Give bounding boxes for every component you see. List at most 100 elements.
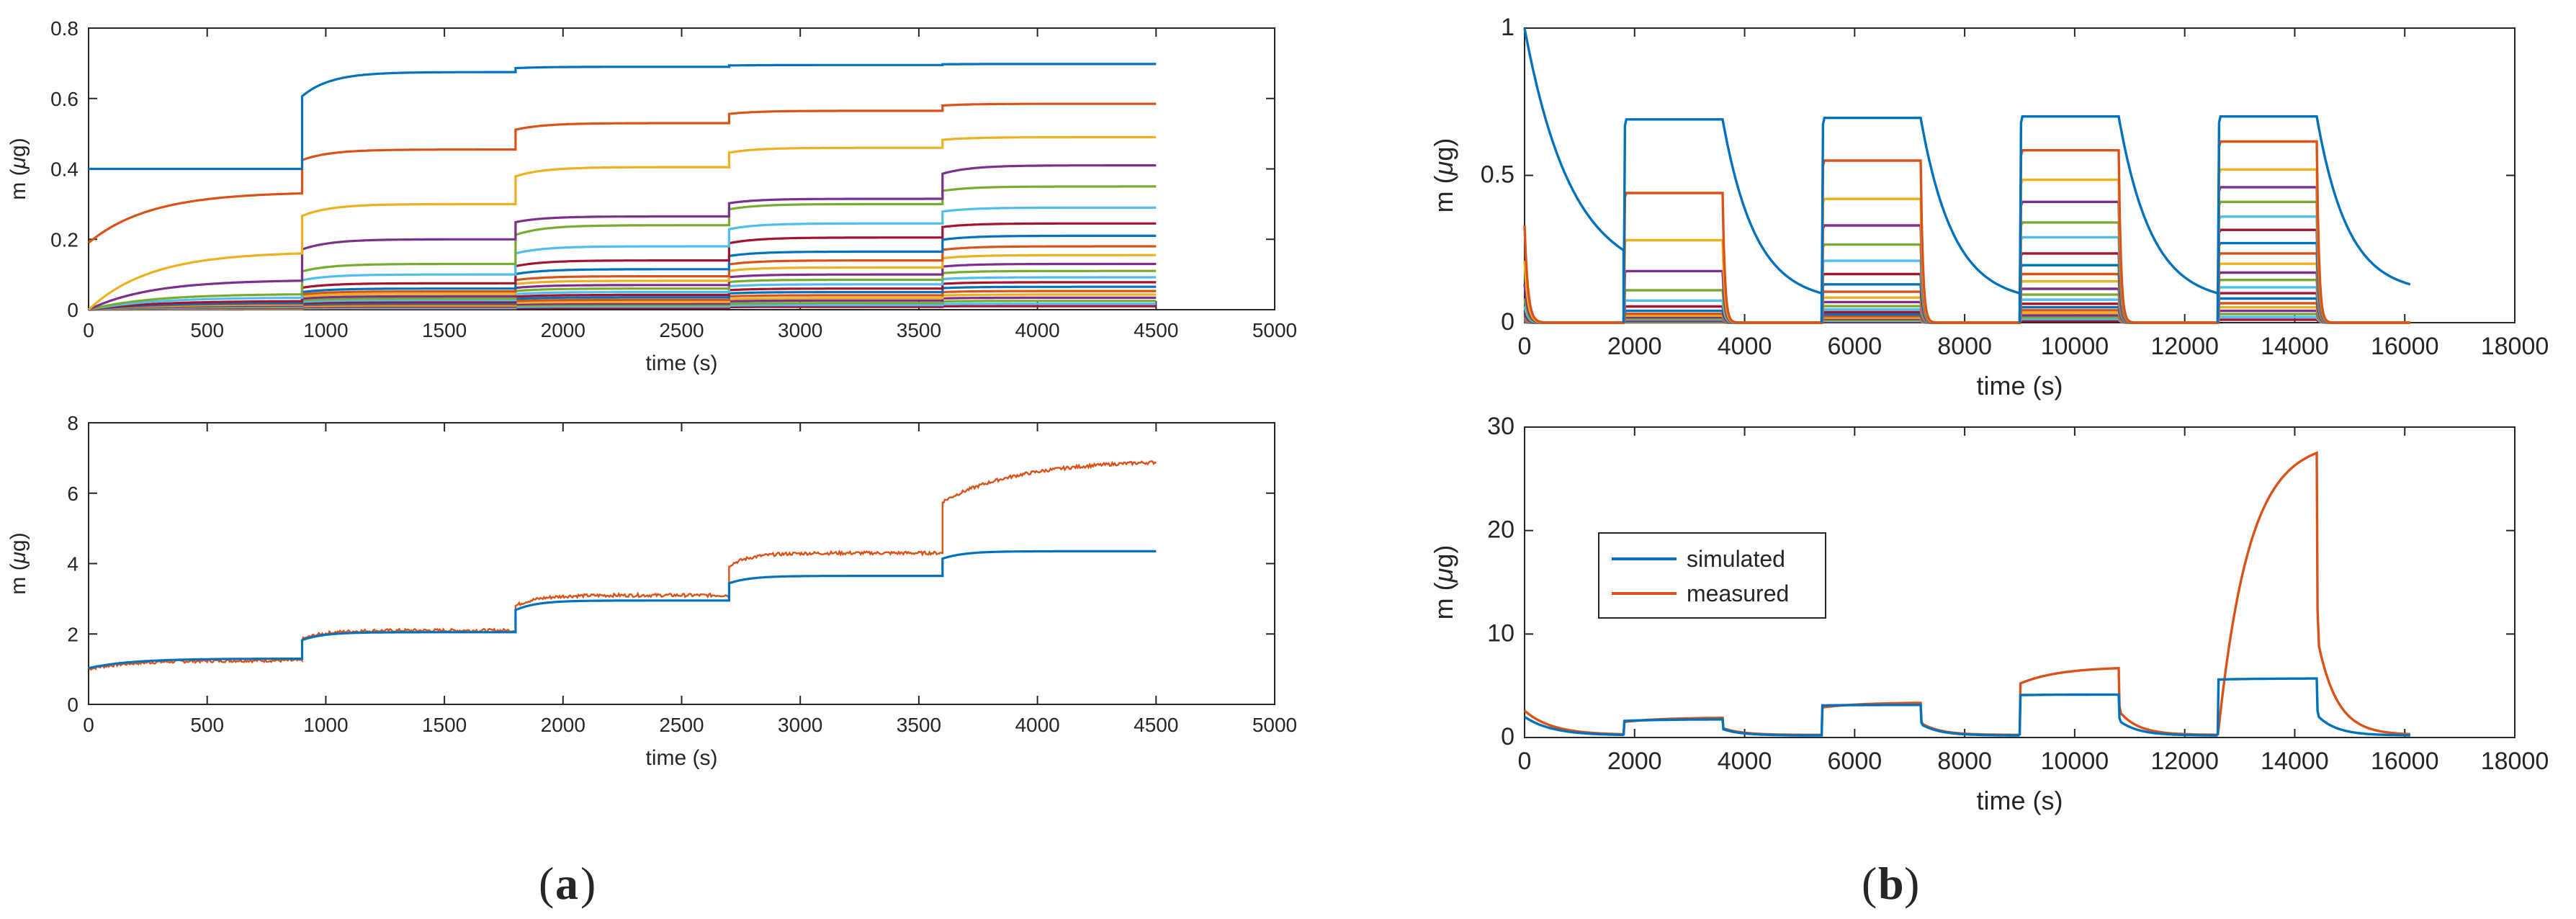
b_top-xtick-label: 16000 — [2371, 333, 2439, 360]
a_top-xlabel: time (s) — [646, 351, 718, 375]
a_top-ytick-label: 0.4 — [50, 158, 78, 181]
a_top-xtick-label: 3000 — [778, 319, 822, 341]
a_top-ytick-label: 0.2 — [50, 228, 78, 251]
a_bottom-xtick-label: 4500 — [1134, 714, 1178, 736]
b_top-ytick-label: 0.5 — [1481, 161, 1514, 189]
b_top-xtick-label: 12000 — [2150, 333, 2219, 360]
b_bottom-xtick-label: 16000 — [2371, 748, 2439, 775]
b_bottom-xtick-label: 12000 — [2150, 748, 2219, 775]
b_bottom-ylabel-prefix: m ( — [1429, 582, 1458, 619]
b-bottom-legend-label-simulated: simulated — [1687, 546, 1785, 572]
b_bottom-ylabel-suffix: g) — [1429, 545, 1458, 568]
b_bottom-xtick-label: 18000 — [2481, 748, 2549, 775]
a_bottom-ylabel-prefix: m ( — [6, 563, 30, 594]
a_top-xtick-label: 3500 — [897, 319, 941, 341]
a_top-ylabel-prefix: m ( — [6, 169, 30, 200]
b_top-xlabel: time (s) — [1977, 371, 2063, 400]
panel-b-caption-open: ( — [1862, 858, 1877, 909]
b_bottom-xtick-label: 2000 — [1607, 748, 1662, 775]
a-top-series-line — [88, 234, 1157, 311]
a-bottom-series-line-measured — [88, 460, 1157, 671]
b_bottom-ytick-label: 10 — [1487, 619, 1514, 647]
a_top-xtick-label: 4500 — [1134, 319, 1178, 341]
b_top-xtick-label: 4000 — [1718, 333, 1772, 360]
a_bottom-xtick-label: 3500 — [897, 714, 941, 736]
a-top-series-line — [88, 222, 1157, 311]
b-top-series-line — [1523, 140, 2410, 324]
b_top-ytick-label: 0 — [1501, 308, 1514, 336]
b-bottom-legend-box — [1598, 532, 1826, 619]
panel-a-caption: ( a ) — [539, 858, 596, 909]
b_bottom-xtick-label: 6000 — [1828, 748, 1882, 775]
a_bottom-ytick-label: 2 — [67, 623, 78, 645]
b_bottom-xtick-label: 0 — [1518, 748, 1532, 775]
chart-a-bottom: 0 500 1000 1500 2000 2500 3000 3500 4000 4500 5000… — [6, 412, 1297, 770]
b_bottom-ylabel: m (μg) — [1429, 545, 1458, 620]
b_bottom-ylabel-mu: μ — [1429, 568, 1458, 583]
b_bottom-xlabel: time (s) — [1977, 786, 2063, 815]
b_top-xtick-label: 0 — [1518, 333, 1532, 360]
a_bottom-ylabel-mu: μ — [6, 552, 30, 564]
b-bottom-series-line-simulated — [1524, 677, 2410, 737]
a_bottom-ylabel: m (μg) — [6, 532, 30, 594]
a_top-ytick-label: 0 — [67, 299, 78, 321]
a_bottom-xtick-label: 3000 — [778, 714, 822, 736]
a_bottom-xtick-label: 2000 — [541, 714, 585, 736]
a_top-xtick-label: 2000 — [541, 319, 585, 341]
a_top-ylabel: m (μg) — [6, 138, 30, 200]
b_bottom-ytick-label: 0 — [1501, 723, 1514, 750]
a_top-ytick-label: 0.6 — [50, 88, 78, 110]
panel-a-caption-open: ( — [539, 858, 554, 909]
a_bottom-ylabel-suffix: g) — [6, 532, 30, 552]
b_top-xtick-label: 18000 — [2481, 333, 2549, 360]
b-top-series-line — [1523, 27, 2411, 323]
a_top-ytick-label: 0.8 — [50, 17, 78, 40]
panel-b-caption-close: ) — [1904, 858, 1919, 909]
a_bottom-xlabel: time (s) — [646, 746, 718, 770]
b_top-xtick-label: 2000 — [1607, 333, 1662, 360]
b_bottom-ytick-label: 20 — [1487, 516, 1514, 544]
panel-a-caption-label: a — [555, 858, 578, 909]
a-top-series-line — [88, 102, 1157, 244]
b_top-xtick-label: 6000 — [1828, 333, 1882, 360]
b_top-xtick-label: 14000 — [2261, 333, 2329, 360]
b_bottom-xtick-label: 4000 — [1718, 748, 1772, 775]
b_bottom-xtick-label: 14000 — [2261, 748, 2329, 775]
b-bottom-legend: simulated measured — [1598, 532, 1826, 619]
panel-b-caption: ( b ) — [1862, 858, 1919, 909]
a_bottom-ytick-label: 0 — [67, 694, 78, 716]
b_bottom-xtick-label: 10000 — [2041, 748, 2109, 775]
a_bottom-ytick-label: 8 — [67, 412, 78, 434]
a_top-ylabel-mu: μ — [6, 157, 30, 169]
b_top-xtick-label: 10000 — [2041, 333, 2109, 360]
b_bottom-plot-frame — [1524, 426, 2516, 738]
a_bottom-xtick-label: 0 — [83, 714, 94, 736]
b_bottom-xtick-label: 8000 — [1937, 748, 1992, 775]
a_top-xtick-label: 5000 — [1252, 319, 1297, 341]
a_top-xtick-label: 2500 — [659, 319, 704, 341]
a-top-series-line — [88, 164, 1157, 311]
a-top-series-line — [88, 185, 1157, 311]
a_bottom-xtick-label: 4000 — [1015, 714, 1059, 736]
a-top-series-line — [87, 135, 1157, 311]
panel-b-caption-label: b — [1878, 858, 1904, 909]
b_top-ytick-label: 1 — [1501, 14, 1514, 41]
b_top-ylabel: m (μg) — [1429, 138, 1458, 213]
b_top-ylabel-suffix: g) — [1429, 138, 1458, 161]
a_bottom-ytick-label: 4 — [67, 553, 78, 575]
a_top-ylabel-suffix: g) — [6, 138, 30, 157]
chart-b-bottom: 0 2000 4000 6000 8000 10000 12000 14000 16000 180… — [1429, 413, 2549, 815]
a_bottom-xtick-label: 5000 — [1252, 714, 1297, 736]
b_bottom-ytick-label: 30 — [1487, 413, 1514, 440]
a_top-xtick-label: 500 — [190, 319, 224, 341]
b_top-ylabel-prefix: m ( — [1429, 175, 1458, 212]
b_top-ylabel-mu: μ — [1429, 161, 1458, 176]
b_top-xtick-label: 8000 — [1937, 333, 1992, 360]
b-bottom-legend-label-measured: measured — [1687, 580, 1789, 606]
chart-b-top: 0 2000 4000 6000 8000 10000 12000 14000 16000 180… — [1429, 14, 2549, 400]
a_top-xtick-label: 4000 — [1015, 319, 1059, 341]
a_bottom-ytick-label: 6 — [67, 483, 78, 505]
a-bottom-series-line-simulated — [88, 550, 1157, 670]
